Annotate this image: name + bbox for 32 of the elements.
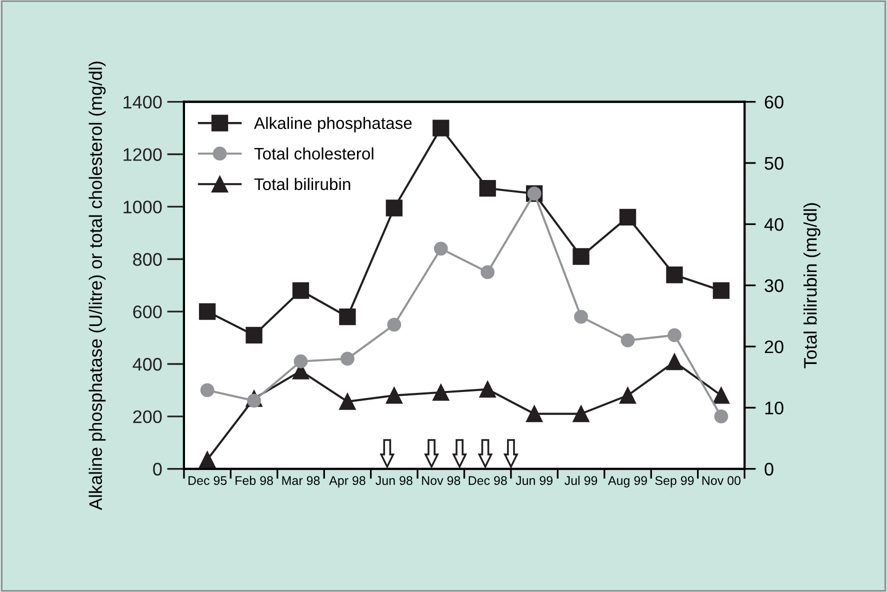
y-tick-label: 200 bbox=[133, 410, 162, 424]
x-tick-label: Jul 99 bbox=[564, 476, 598, 485]
y-tick-label: 1200 bbox=[124, 148, 162, 161]
y-tick-label: 0 bbox=[153, 462, 162, 476]
y2-tick-label: 30 bbox=[764, 279, 784, 292]
y2-tick-label: 0 bbox=[764, 462, 774, 476]
y-tick-label: 600 bbox=[133, 305, 162, 318]
x-tick-label: Mar 98 bbox=[282, 476, 320, 485]
x-tick-label: Jun 98 bbox=[376, 476, 412, 485]
y-axis-title: Alkaline phosphatase (U/litre) or total cholesterol (mg/dl) bbox=[88, 62, 106, 510]
x-tick-label: Dec 95 bbox=[188, 476, 227, 485]
x-tick-label: Apr 98 bbox=[329, 476, 366, 488]
y-tick-label: 1400 bbox=[124, 96, 162, 109]
x-tick-label: Nov 98 bbox=[422, 476, 460, 485]
y2-tick-label: 10 bbox=[765, 402, 784, 414]
y-tick-label: 1000 bbox=[124, 200, 162, 214]
y-tick-label: 800 bbox=[133, 253, 162, 266]
y-tick-label: 400 bbox=[132, 358, 162, 371]
x-tick-label: Sep 99 bbox=[655, 476, 694, 488]
x-tick-label: Aug 99 bbox=[608, 476, 647, 488]
x-tick-label: Feb 98 bbox=[236, 476, 273, 485]
x-tick-label: Dec 98 bbox=[468, 476, 507, 485]
y2-axis-title: Total bilirubin (mg/dl) bbox=[804, 203, 820, 368]
legend-label: Alkaline phosphatase bbox=[254, 116, 412, 132]
x-tick-label: Jun 99 bbox=[516, 476, 553, 485]
y2-tick-label: 50 bbox=[764, 156, 784, 170]
y2-tick-label: 40 bbox=[764, 218, 784, 231]
legend-label: Total bilirubin bbox=[254, 178, 350, 190]
y2-tick-label: 60 bbox=[764, 96, 784, 109]
legend-label: Total cholesterol bbox=[254, 147, 374, 160]
x-tick-label: Nov 00 bbox=[702, 476, 741, 485]
y2-tick-label: 20 bbox=[764, 340, 784, 354]
